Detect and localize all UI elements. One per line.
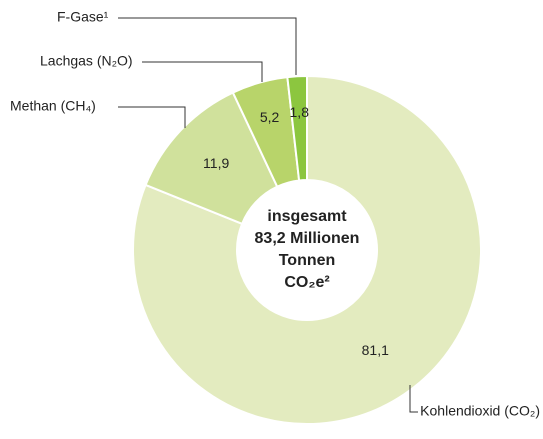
leader-line <box>142 61 263 82</box>
center-label: 83,2 Millionen <box>255 230 360 247</box>
leader-line <box>118 106 186 128</box>
center-label: Tonnen <box>279 252 336 269</box>
center-label: CO₂e² <box>284 274 329 291</box>
slice <box>132 74 482 425</box>
value-label: 5,2 <box>260 109 280 125</box>
value-label: 11,9 <box>203 155 229 171</box>
slice <box>286 74 308 182</box>
category-label: Kohlendioxid (CO₂) <box>420 403 540 419</box>
category-label: F-Gase¹ <box>57 9 109 25</box>
category-label: Lachgas (N₂O) <box>40 53 133 69</box>
leader-line <box>409 385 418 413</box>
value-label: 81,1 <box>362 342 389 358</box>
value-label: 1,8 <box>290 104 310 120</box>
category-label: Methan (CH₄) <box>10 98 96 114</box>
center-label: insgesamt <box>267 208 347 225</box>
leader-line <box>118 17 297 75</box>
